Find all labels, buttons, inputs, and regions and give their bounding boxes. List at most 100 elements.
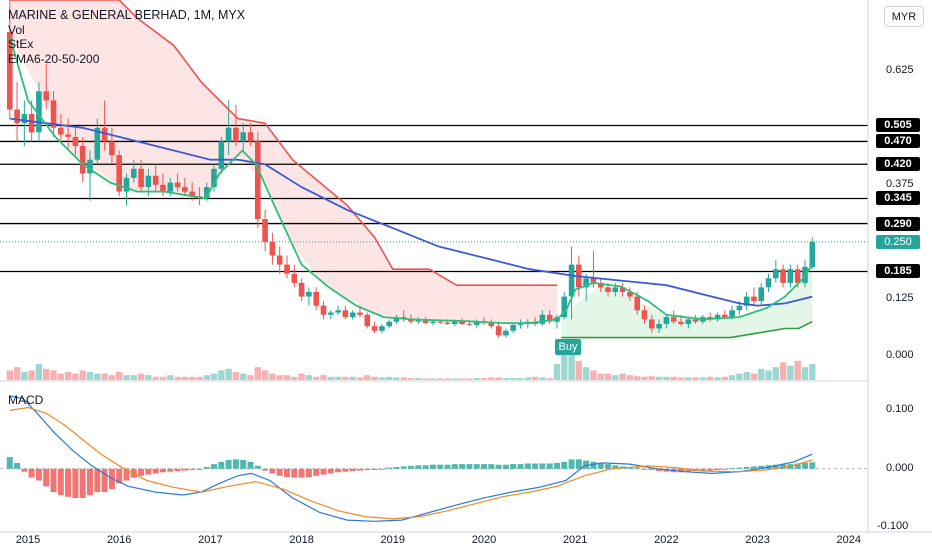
macd-histogram-bar xyxy=(459,464,466,469)
volume-bar xyxy=(43,368,50,380)
volume-bar xyxy=(699,377,707,380)
candle-body xyxy=(313,292,319,306)
volume-bar xyxy=(663,376,670,380)
candle-body xyxy=(101,127,108,142)
candle-body xyxy=(444,322,451,324)
macd-histogram-bar xyxy=(284,468,290,477)
candle-body xyxy=(408,319,414,322)
candle-body xyxy=(758,287,764,302)
macd-histogram-bar xyxy=(335,468,342,473)
candle-body xyxy=(670,317,677,322)
macd-histogram-bar xyxy=(43,468,50,487)
volume-bar xyxy=(86,372,94,380)
candle-body xyxy=(320,305,327,315)
volume-bar xyxy=(123,375,130,380)
macd-histogram-bar xyxy=(400,466,407,469)
macd-histogram-bar xyxy=(79,468,86,498)
volume-bar xyxy=(21,372,28,380)
level-price-tag: 0.470 xyxy=(876,134,920,149)
candle-body xyxy=(459,321,465,324)
macd-tick-label: -0.100 xyxy=(877,520,909,533)
macd-histogram-bar xyxy=(35,468,42,481)
macd-histogram-bar xyxy=(116,468,123,484)
candle-body xyxy=(430,321,436,324)
volume-bar xyxy=(758,368,765,380)
level-price-tag: 0.505 xyxy=(876,118,920,133)
currency-button[interactable]: MYR xyxy=(884,6,924,27)
candle-body xyxy=(678,321,684,324)
macd-histogram-bar xyxy=(298,468,305,478)
macd-histogram-bar xyxy=(203,467,210,469)
candle-body xyxy=(641,310,648,320)
candle-body xyxy=(539,314,546,324)
volume-bar xyxy=(794,360,801,380)
candle-body xyxy=(87,159,93,174)
macd-histogram-bar xyxy=(189,468,196,470)
volume-bar xyxy=(619,373,626,380)
volume-bar xyxy=(283,375,291,380)
macd-histogram-bar xyxy=(466,464,473,469)
volume-bar xyxy=(648,376,655,380)
macd-histogram-bar xyxy=(94,468,101,493)
candle-body xyxy=(364,314,371,327)
volume-bar xyxy=(575,360,582,380)
macd-histogram-bar xyxy=(138,468,145,476)
macd-histogram-bar xyxy=(72,468,79,498)
candle-body xyxy=(583,278,589,288)
volume-bar xyxy=(546,378,553,380)
candle-body xyxy=(306,292,312,297)
macd-histogram-bar xyxy=(167,468,174,472)
candle-body xyxy=(240,132,246,142)
candle-body xyxy=(488,323,495,327)
macd-line xyxy=(9,395,813,522)
candle-body xyxy=(182,187,188,192)
candle-body xyxy=(131,168,137,178)
macd-histogram-bar xyxy=(532,463,539,469)
level-price-tag: 0.290 xyxy=(876,216,920,231)
volume-bar xyxy=(787,365,794,380)
volume-bar xyxy=(502,378,510,380)
volume-bar xyxy=(801,367,809,380)
candle-body xyxy=(605,287,611,292)
volume-bar xyxy=(750,373,758,380)
macd-histogram-bar xyxy=(291,468,298,478)
macd-histogram-bar xyxy=(357,468,363,471)
volume-bar xyxy=(568,351,575,380)
candle-body xyxy=(7,31,13,110)
candle-body xyxy=(561,296,568,318)
volume-bar xyxy=(203,375,210,380)
candle-body xyxy=(495,326,502,336)
macd-histogram-bar xyxy=(802,462,808,469)
time-tick-label: 2023 xyxy=(745,534,770,546)
volume-bar xyxy=(356,377,364,380)
stop-down-line xyxy=(9,0,557,287)
macd-histogram-bar xyxy=(408,465,414,469)
candle-body xyxy=(466,323,473,325)
time-tick-label: 2020 xyxy=(471,534,497,546)
macd-histogram-bar xyxy=(721,468,728,470)
macd-histogram-bar xyxy=(502,464,509,469)
candle-body xyxy=(284,264,290,274)
ema-slow-line xyxy=(9,117,813,307)
volume-bar xyxy=(232,372,240,380)
price-tick-label: 0.000 xyxy=(886,348,914,361)
volume-bar xyxy=(407,378,415,380)
volume-bar xyxy=(582,367,590,380)
macd-histogram-bar xyxy=(751,466,757,469)
volume-bar xyxy=(276,375,283,380)
volume-bar xyxy=(561,348,568,380)
volume-bar xyxy=(334,376,342,380)
volume-bar xyxy=(349,376,356,380)
candle-body xyxy=(189,191,195,197)
macd-histogram-bar xyxy=(729,468,736,470)
candle-body xyxy=(751,296,757,302)
volume-bar xyxy=(400,377,407,380)
time-tick-label: 2015 xyxy=(15,534,41,546)
volume-bar xyxy=(313,376,320,380)
macd-histogram-bar xyxy=(481,464,487,469)
macd-histogram-bar xyxy=(736,467,743,469)
macd-histogram-bar xyxy=(554,462,560,469)
volume-bar xyxy=(145,375,152,380)
macd-histogram-bar xyxy=(488,464,495,469)
